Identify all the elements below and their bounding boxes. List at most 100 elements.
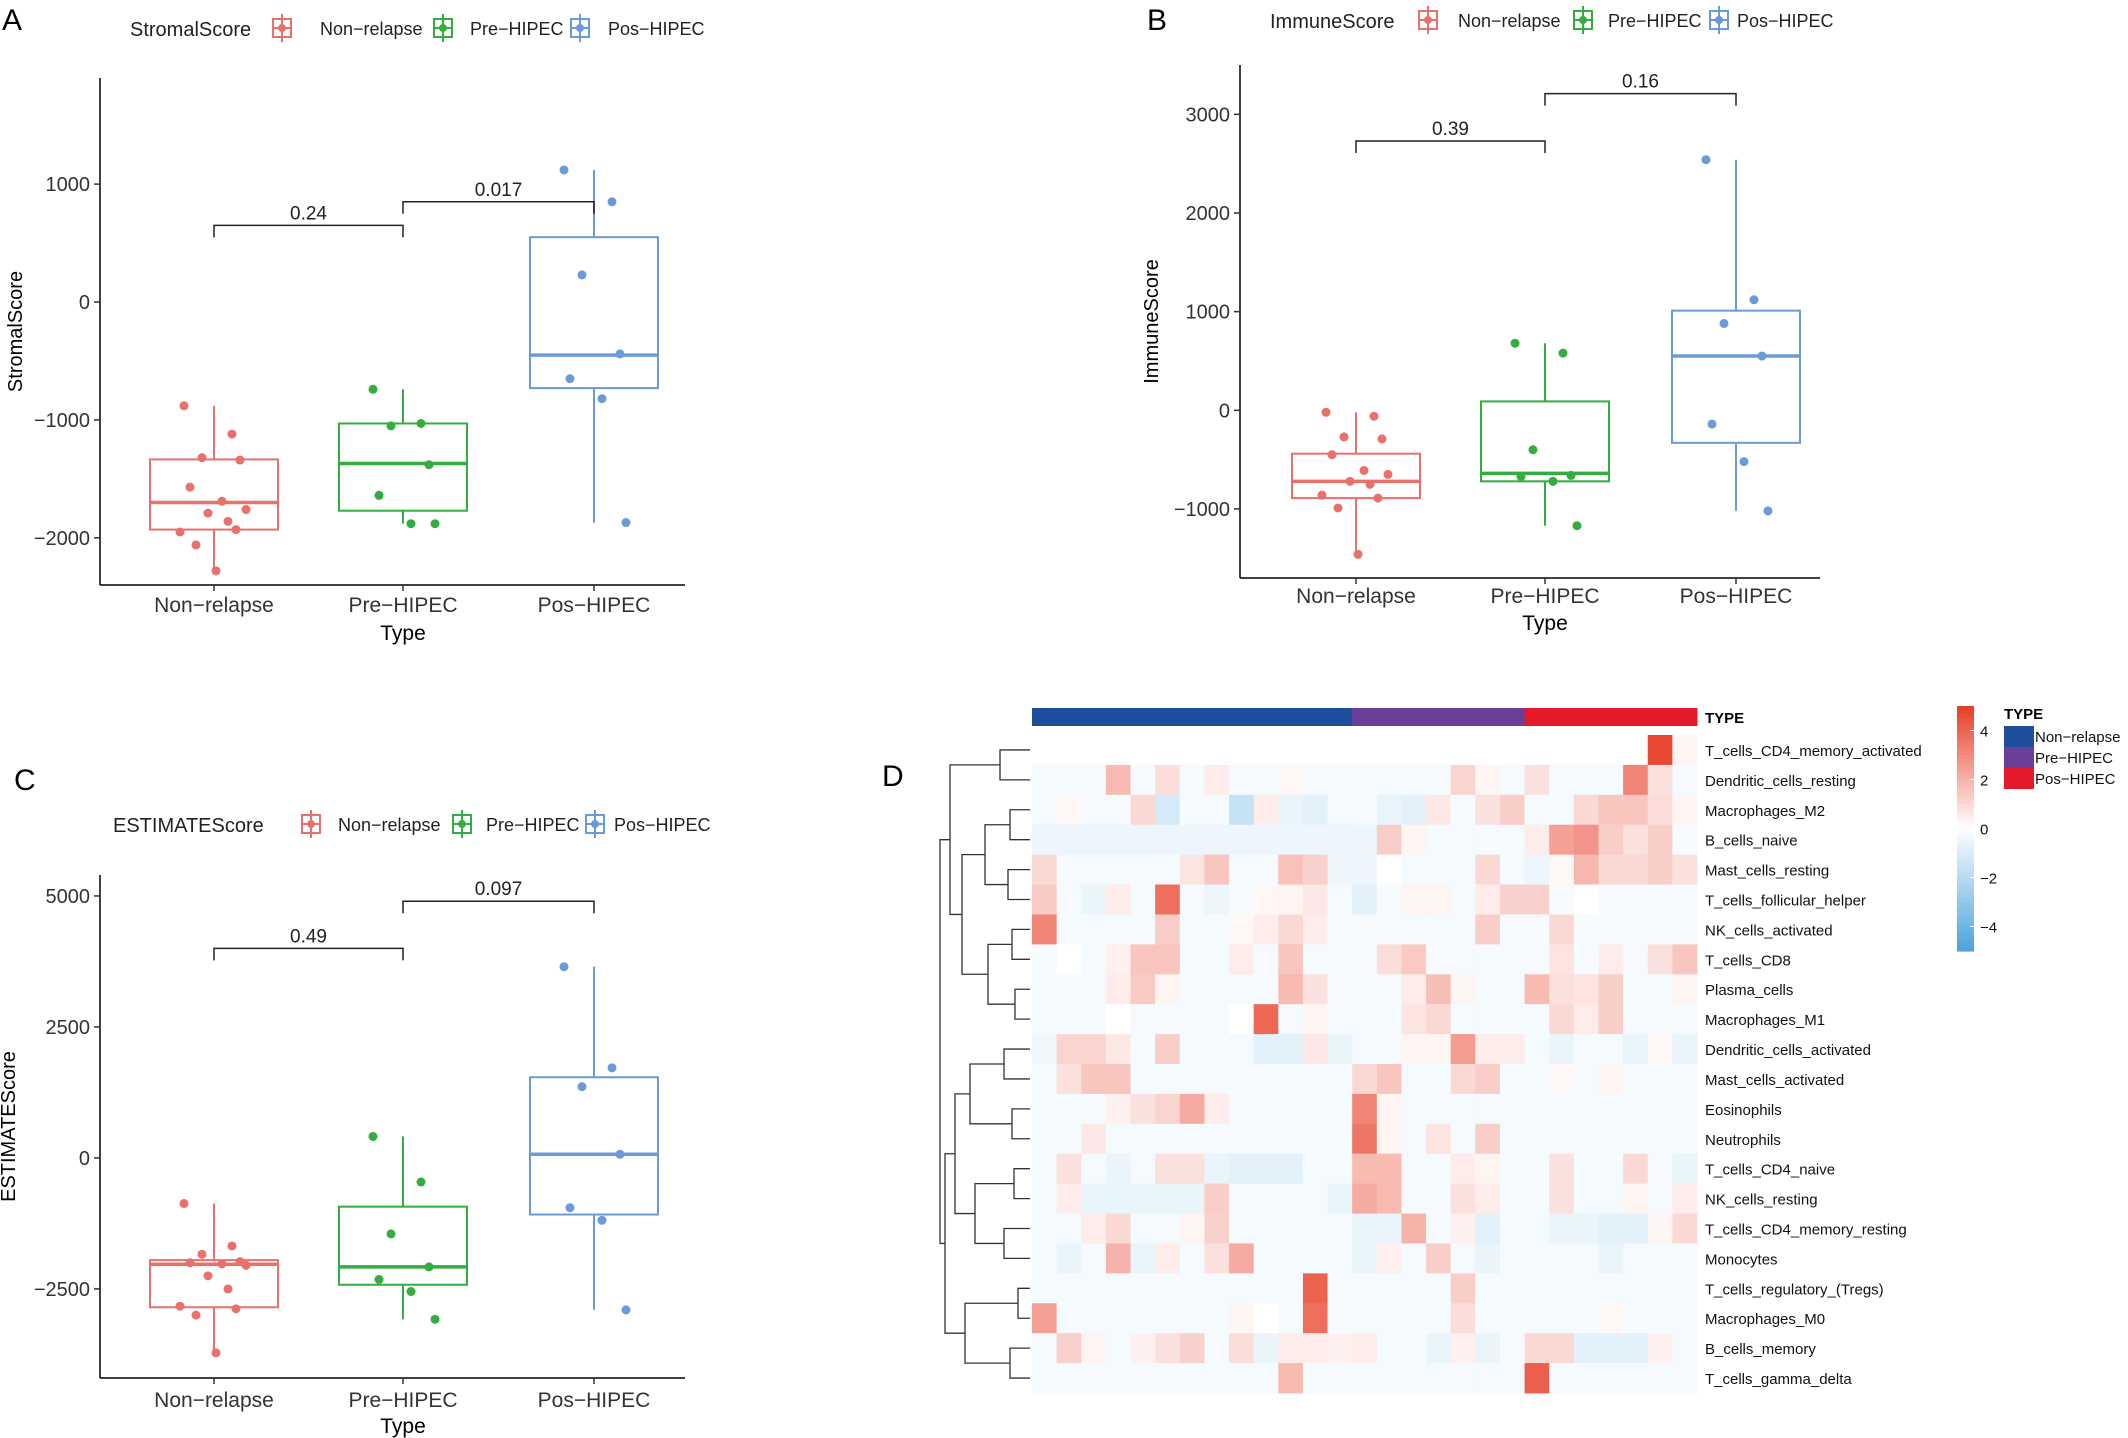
legend-label: Pos−HIPEC <box>608 19 705 39</box>
heatmap-cell <box>1450 1363 1476 1394</box>
heatmap-cell <box>1130 1034 1156 1065</box>
heatmap-cell <box>1229 1064 1255 1095</box>
colorbar-step <box>1957 779 1974 785</box>
heatmap-cell <box>1672 1333 1698 1364</box>
dendrogram-branch <box>1011 1108 1030 1140</box>
heatmap-cell <box>1056 1034 1082 1065</box>
heatmap-cell <box>1352 1183 1378 1214</box>
box <box>529 236 659 390</box>
data-point <box>1359 465 1369 475</box>
heatmap-cell <box>1499 1213 1525 1244</box>
heatmap-cell <box>1056 1243 1082 1274</box>
legend-key-point <box>278 24 286 32</box>
colorbar-step <box>1957 865 1974 870</box>
data-point <box>175 1301 185 1311</box>
heatmap-cell <box>1253 1153 1279 1185</box>
colorbar-step <box>1957 848 1974 854</box>
heatmap-cell <box>1499 1004 1525 1035</box>
colorbar-step <box>1957 799 1974 805</box>
y-axis-title: StromalScore <box>5 271 27 392</box>
heatmap-cell <box>1426 1333 1452 1364</box>
heatmap-cell <box>1105 1303 1131 1334</box>
heatmap-cell <box>1549 1093 1575 1125</box>
dendrogram-root <box>939 839 950 1245</box>
heatmap-cell <box>1549 1183 1575 1214</box>
heatmap-cell <box>1376 1153 1402 1185</box>
heatmap-cell <box>1475 1034 1501 1065</box>
colorbar-step <box>1957 926 1974 932</box>
heatmap-cell <box>1229 1183 1255 1214</box>
heatmap-cell <box>1081 764 1107 796</box>
comparison-bracket <box>213 947 404 961</box>
heatmap-cell <box>1179 974 1205 1005</box>
p-value-label: 0.017 <box>475 180 523 201</box>
heatmap-cell <box>1130 1004 1156 1035</box>
heatmap-cell <box>1229 1004 1255 1035</box>
heatmap-cell <box>1376 944 1402 975</box>
heatmap-cell <box>1253 824 1279 856</box>
x-tick-label: Pre−HIPEC <box>348 1389 457 1412</box>
heatmap-cell <box>1549 824 1575 856</box>
data-point <box>191 540 201 550</box>
heatmap-cell <box>1524 1273 1550 1304</box>
colorbar-step <box>1957 718 1974 723</box>
colorbar-step <box>1957 791 1974 797</box>
heatmap-cell <box>1253 1034 1279 1065</box>
heatmap-cell <box>1302 1183 1328 1214</box>
heatmap-cell <box>1450 1123 1476 1155</box>
dendrogram-branch <box>974 1182 1014 1245</box>
data-point <box>607 1063 617 1073</box>
heatmap-cell <box>1327 884 1353 915</box>
dendrogram-branch <box>1003 1048 1030 1080</box>
heatmap-cell <box>1426 1004 1452 1035</box>
annotation-bar-segment <box>1032 708 1353 726</box>
heatmap-cell <box>1278 1093 1304 1125</box>
heatmap-cell <box>1302 735 1328 766</box>
heatmap-cell <box>1549 1333 1575 1364</box>
p-value-label: 0.39 <box>1432 119 1469 140</box>
heatmap-cell <box>1056 1153 1082 1185</box>
heatmap-cell <box>1524 914 1550 945</box>
colorbar-tick-label: −4 <box>1980 920 1997 937</box>
heatmap-cell <box>1204 1213 1230 1244</box>
heatmap-cell <box>1623 1303 1649 1334</box>
data-point <box>577 1082 587 1092</box>
data-point <box>368 384 378 394</box>
heatmap-cell <box>1155 1213 1181 1244</box>
data-point <box>1566 470 1576 480</box>
heatmap-cell <box>1179 1064 1205 1095</box>
heatmap-cell <box>1475 854 1501 885</box>
heatmap-cell <box>1204 1333 1230 1364</box>
heatmap-cell <box>1105 824 1131 856</box>
heatmap-cell <box>1647 854 1673 885</box>
data-point <box>197 1249 207 1259</box>
heatmap-cell <box>1623 974 1649 1005</box>
type-legend-swatch <box>2004 747 2034 768</box>
heatmap-cell <box>1229 735 1255 766</box>
heatmap-cell <box>1056 1363 1082 1394</box>
dendrogram-branch <box>961 853 988 975</box>
heatmap-cell <box>1155 884 1181 915</box>
heatmap-cell <box>1105 944 1131 975</box>
data-point <box>191 1310 201 1320</box>
heatmap-cell <box>1327 1123 1353 1155</box>
heatmap-cell <box>1229 1123 1255 1155</box>
heatmap-cell <box>1426 735 1452 766</box>
heatmap-cell <box>1253 1273 1279 1304</box>
heatmap-cell <box>1105 1243 1131 1274</box>
heatmap-cell <box>1179 1273 1205 1304</box>
heatmap-cell <box>1204 824 1230 856</box>
heatmap-cell <box>1204 1273 1230 1304</box>
heatmap-cell <box>1647 735 1673 766</box>
heatmap-cell <box>1672 974 1698 1005</box>
colorbar-step <box>1957 828 1974 834</box>
heatmap-cell <box>1475 764 1501 796</box>
heatmap-cell <box>1130 914 1156 945</box>
heatmap-cell <box>1278 1363 1304 1394</box>
annotation-bar-segment <box>1352 708 1526 726</box>
heatmap-cell <box>1376 1273 1402 1304</box>
heatmap-cell <box>1204 1243 1230 1274</box>
heatmap-cell <box>1401 824 1427 856</box>
heatmap-cell <box>1327 944 1353 975</box>
heatmap-cell <box>1327 1303 1353 1334</box>
